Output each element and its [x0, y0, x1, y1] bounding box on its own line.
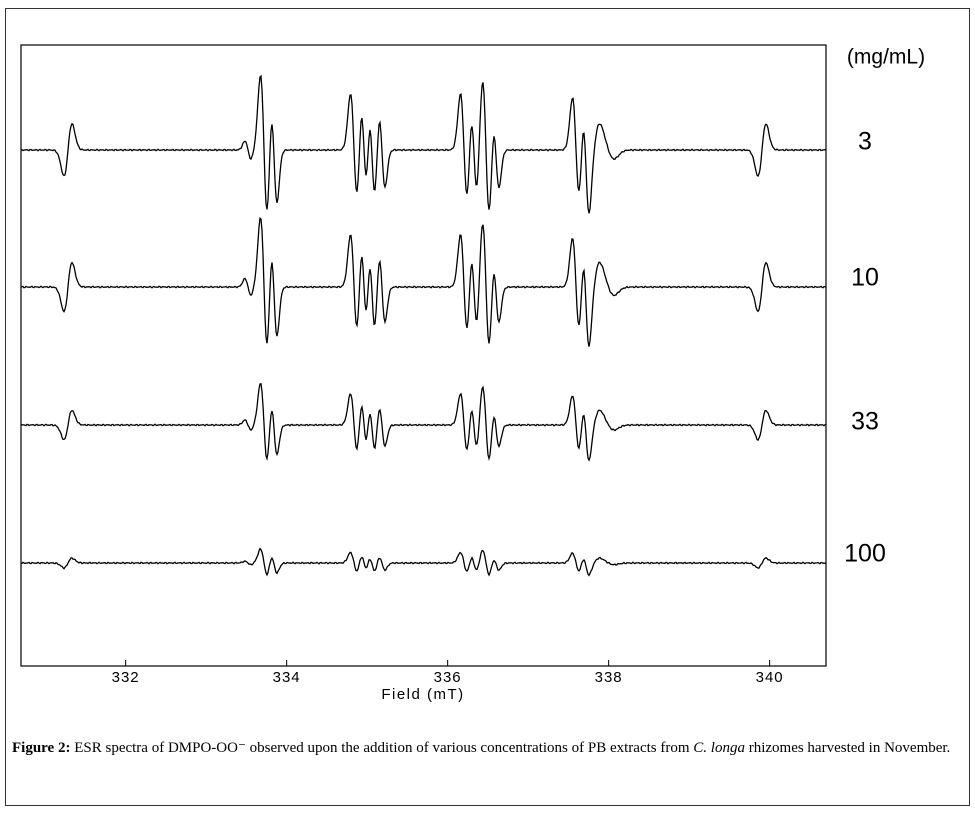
- trace-label: 3: [858, 128, 872, 156]
- spectrum: [20, 217, 827, 347]
- x-tick-label: 340: [756, 669, 784, 686]
- species: C. longa: [693, 740, 745, 756]
- caption-label: Figure 2:: [12, 740, 71, 756]
- caption-text: rhizomes harvested in November.: [748, 740, 951, 756]
- trace-label: 100: [844, 540, 886, 568]
- x-tick-label: 338: [595, 669, 623, 686]
- figure-frame: [5, 8, 970, 806]
- unit-label: (mg/mL): [847, 46, 925, 69]
- caption: Figure 2: ESR spectra of DMPO-OO⁻ observ…: [12, 738, 967, 758]
- x-tick-label: 336: [434, 669, 462, 686]
- x-tick-label: 332: [112, 669, 140, 686]
- spectrum: [20, 547, 827, 577]
- spectrum: [20, 383, 827, 462]
- x-axis-label: Field (mT): [381, 686, 464, 703]
- caption-text: ESR spectra of DMPO-OO⁻ observed upon th…: [74, 740, 690, 756]
- spectrum: [20, 74, 827, 214]
- x-tick-label: 334: [273, 669, 301, 686]
- chart: (mg/mL) Field (mT) 332 334 336 338 340 3 10 33 1…: [20, 44, 925, 703]
- trace-label: 33: [851, 408, 879, 436]
- trace-label: 10: [851, 264, 879, 292]
- plot-box: [20, 44, 827, 667]
